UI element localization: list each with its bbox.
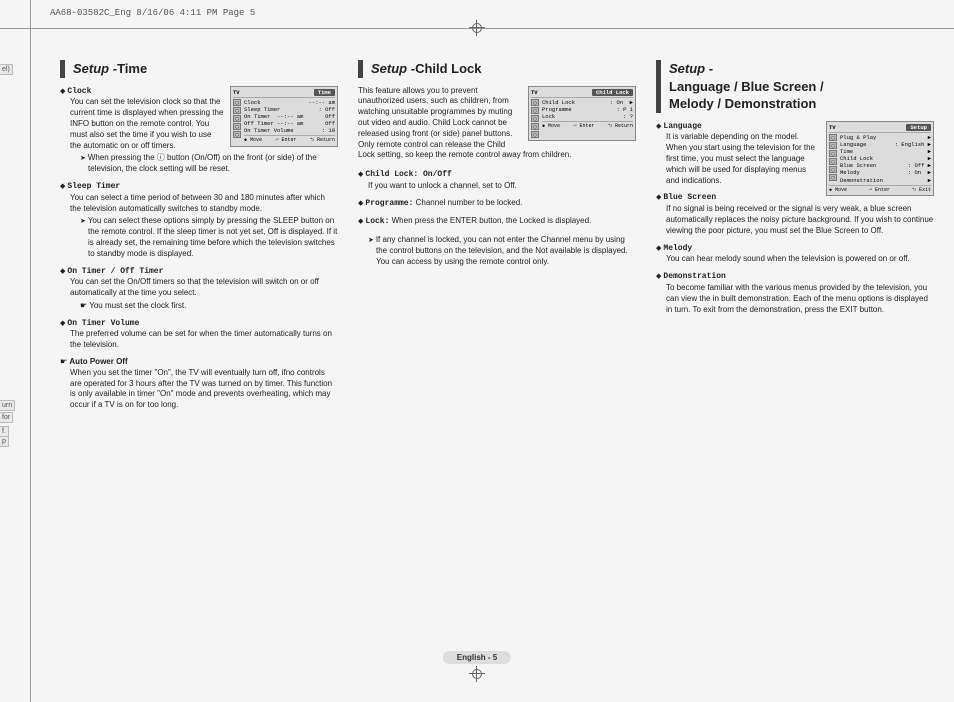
section-heading: Setup - Language / Blue Screen / Melody … bbox=[656, 60, 934, 113]
section-heading: Setup -Time bbox=[60, 60, 338, 78]
childlock-note: If any channel is locked, you can not en… bbox=[368, 235, 636, 267]
osd-screenshot-setup: TV Setup ▢▢▢▢▢▢ Plug & Play▶Language: En… bbox=[826, 121, 934, 197]
bullet-item: ◆MelodyYou can hear melody sound when th… bbox=[656, 243, 934, 266]
page-bleed-fragment: el) bbox=[0, 64, 13, 75]
page-number: English - 5 bbox=[443, 651, 511, 664]
registration-mark bbox=[469, 20, 485, 36]
osd-screenshot-time: TV Time ▢▢▢▢▢ Clock--:-- amSleep Timer: … bbox=[230, 86, 338, 147]
osd-screenshot-childlock: TV Child Lock ▢▢▢▢▢ Child Lock: On ▶Prog… bbox=[528, 86, 636, 141]
bullet-item: ◆On Timer / Off TimerYou can set the On/… bbox=[60, 266, 338, 312]
column-childlock: Setup -Child Lock TV Child Lock ▢▢▢▢▢ Ch… bbox=[358, 60, 636, 652]
print-header: AA68-03582C_Eng 8/16/06 4:11 PM Page 5 bbox=[50, 8, 255, 18]
bullet-item: ◆Lock: When press the ENTER button, the … bbox=[358, 216, 636, 228]
column-time: Setup -Time TV Time ▢▢▢▢▢ Clock--:-- amS… bbox=[60, 60, 338, 652]
bullet-item: ◆Child Lock: On/OffIf you want to unlock… bbox=[358, 169, 636, 192]
registration-mark bbox=[469, 666, 485, 682]
bullet-item: ◆Sleep TimerYou can select a time period… bbox=[60, 181, 338, 260]
page-bleed-fragment: urn bbox=[0, 400, 15, 411]
column-setup: Setup - Language / Blue Screen / Melody … bbox=[656, 60, 934, 652]
section-heading: Setup -Child Lock bbox=[358, 60, 636, 78]
crop-mark bbox=[30, 0, 31, 702]
page-content: Setup -Time TV Time ▢▢▢▢▢ Clock--:-- amS… bbox=[60, 60, 934, 652]
page-bleed-fragment: for bbox=[0, 412, 13, 423]
bullet-item: ◆Programme: Channel number to be locked. bbox=[358, 198, 636, 210]
bullet-item: ◆Blue ScreenIf no signal is being receiv… bbox=[656, 192, 934, 236]
bullet-item: ◆On Timer VolumeThe preferred volume can… bbox=[60, 318, 338, 351]
auto-power-off: Auto Power Off When you set the timer "O… bbox=[60, 357, 338, 411]
page-bleed-fragment: p bbox=[0, 436, 9, 447]
bullet-item: ◆DemonstrationTo become familiar with th… bbox=[656, 271, 934, 315]
